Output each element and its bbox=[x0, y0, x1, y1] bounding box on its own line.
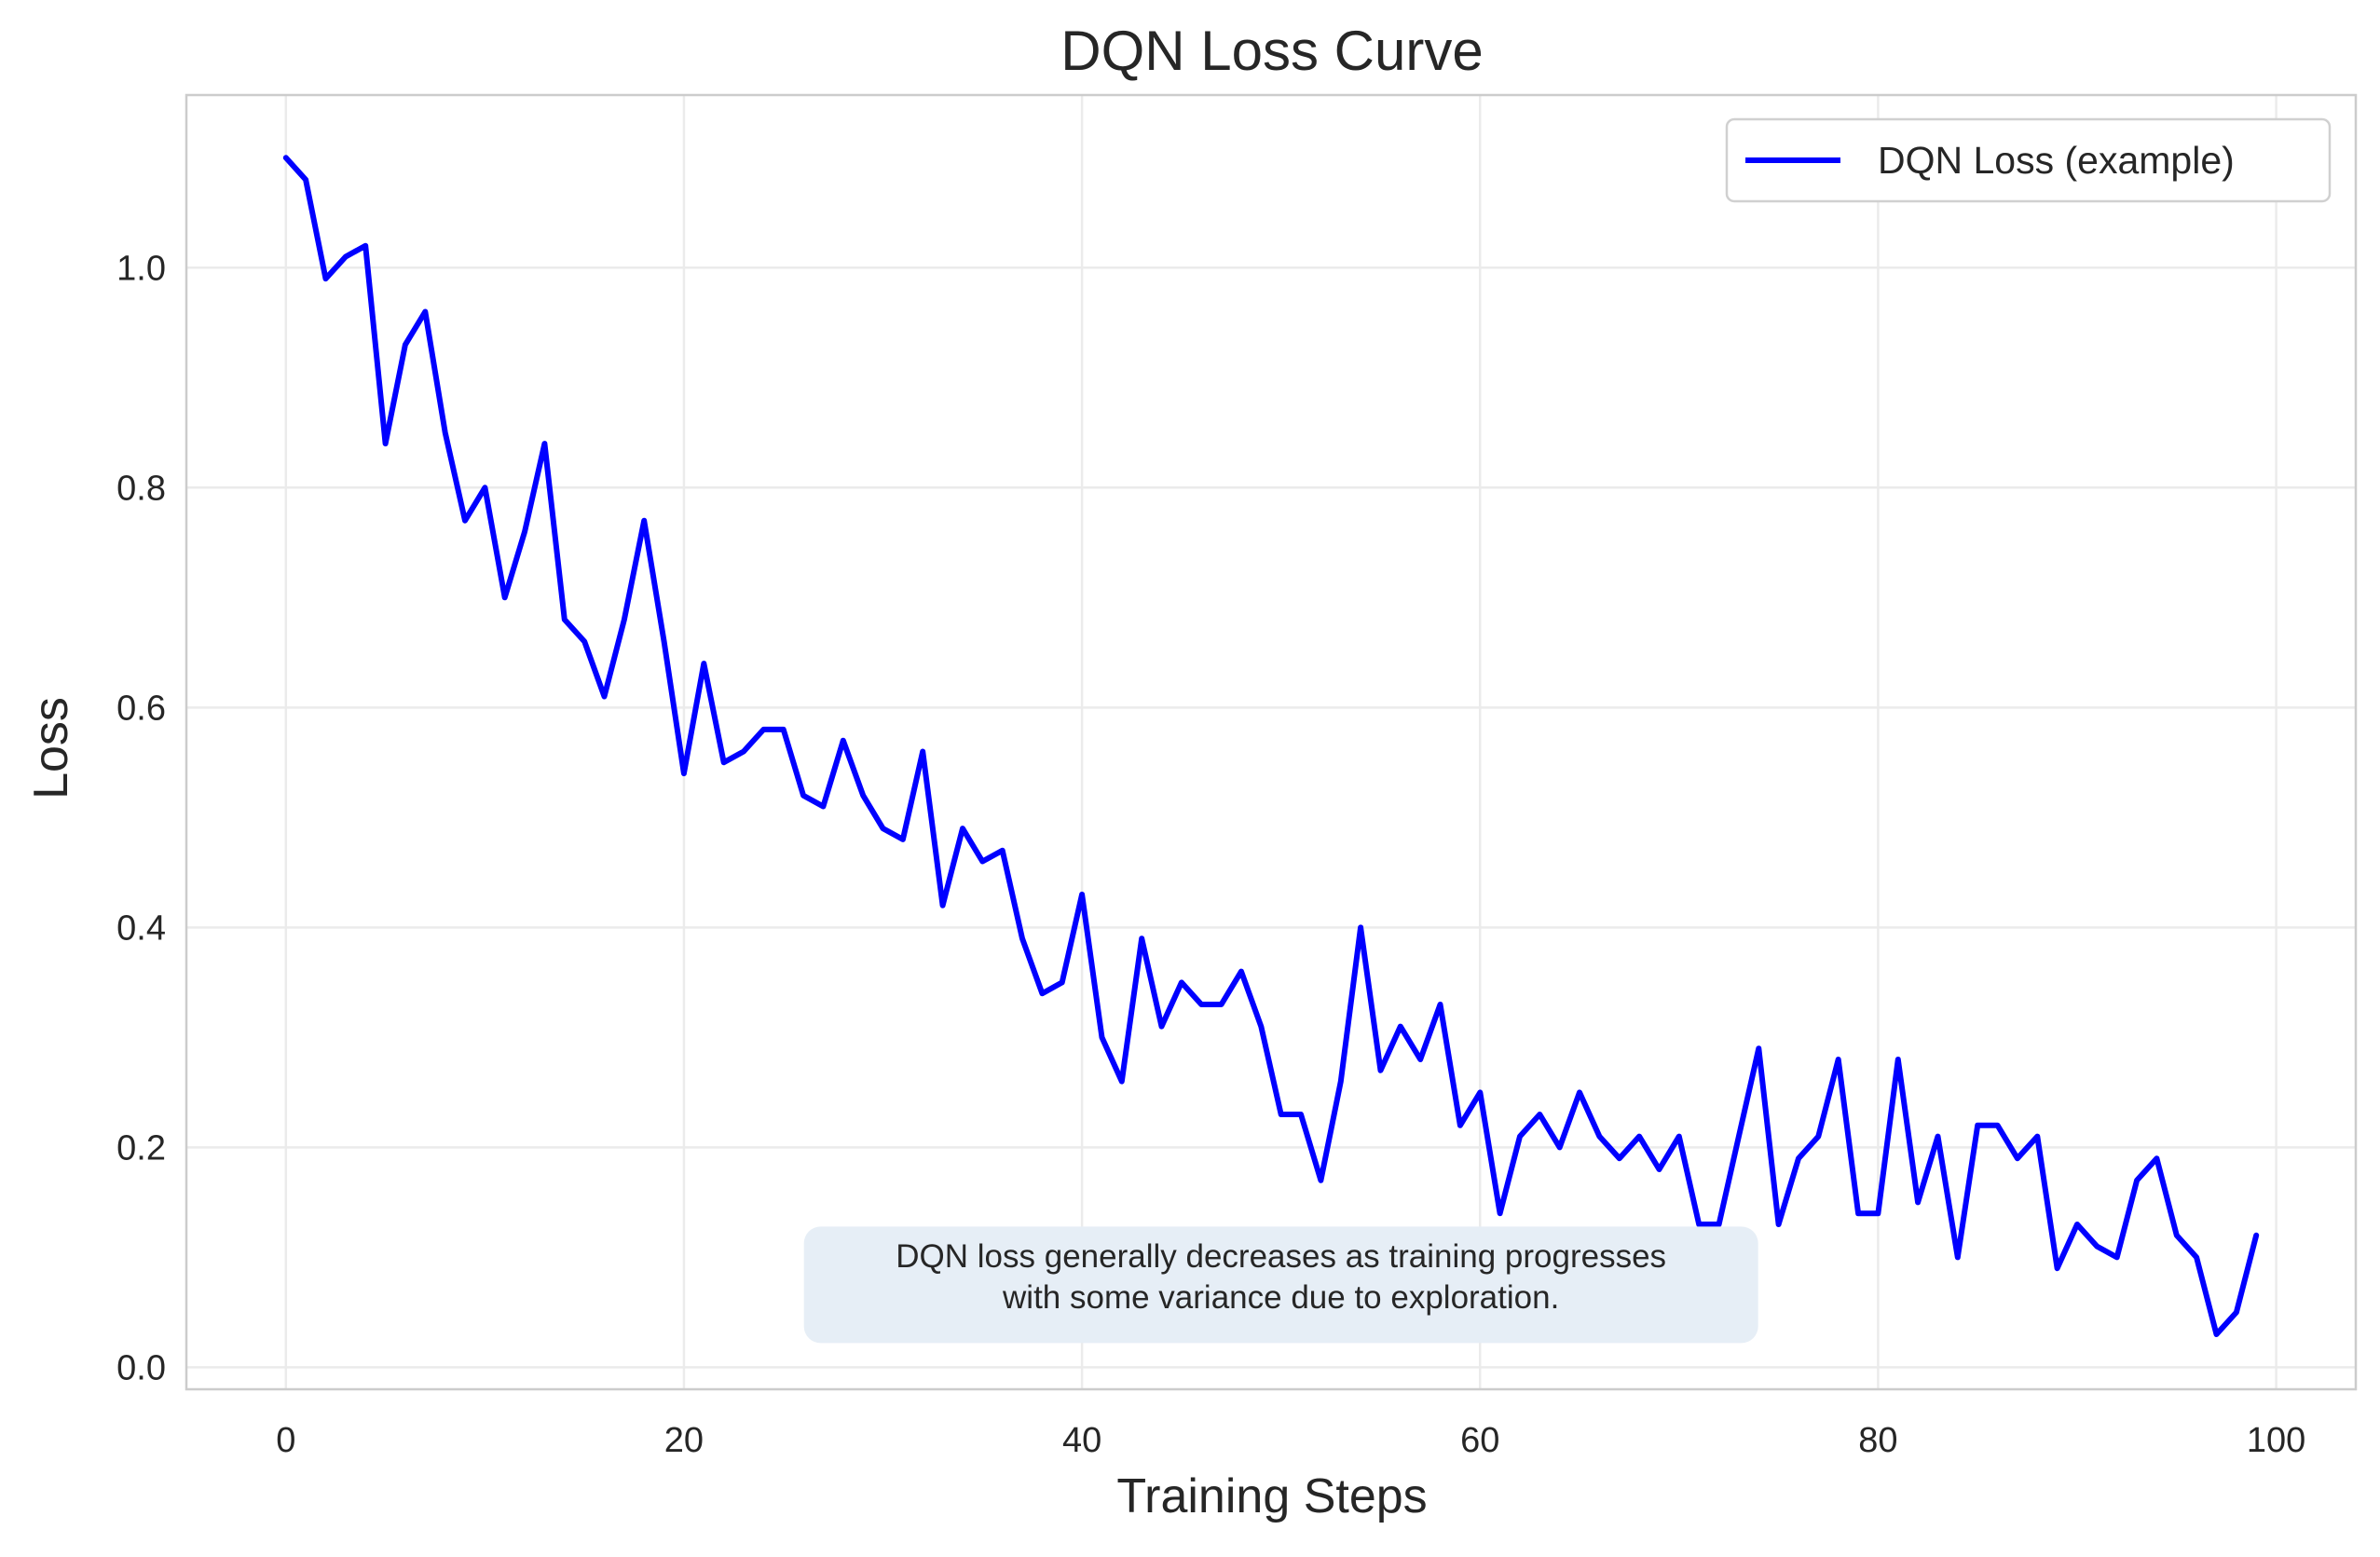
plot-area: 0 20 40 60 80 100 0.0 0.2 0.4 0.6 0.8 1.0 DQN Loss (… bbox=[116, 93, 2358, 1460]
y-tick-label: 0.0 bbox=[116, 1348, 166, 1387]
x-tick-label: 60 bbox=[1460, 1421, 1499, 1460]
y-tick-label: 1.0 bbox=[116, 249, 166, 288]
legend-label: DQN Loss (example) bbox=[1878, 139, 2235, 182]
annotation-box bbox=[803, 1226, 1758, 1344]
x-tick-label: 40 bbox=[1062, 1421, 1101, 1460]
plot-frame bbox=[185, 93, 2358, 1391]
y-tick-label: 0.8 bbox=[116, 469, 166, 508]
plot-background bbox=[186, 95, 2356, 1389]
annotation-text: DQN loss generally decreases as training… bbox=[896, 1238, 1666, 1275]
y-tick-label: 0.2 bbox=[116, 1128, 166, 1168]
annotation-text: with some variance due to exploration. bbox=[1002, 1279, 1559, 1316]
legend-box bbox=[1725, 117, 2332, 203]
y-tick-label: 0.4 bbox=[116, 908, 166, 948]
chart-title: DQN Loss Curve bbox=[1060, 20, 1483, 82]
x-tick-label: 20 bbox=[664, 1421, 704, 1460]
x-axis-label: Training Steps bbox=[1116, 1469, 1427, 1523]
series-line bbox=[282, 155, 2260, 1337]
x-tick-label: 80 bbox=[1858, 1421, 1897, 1460]
y-tick-label: 0.6 bbox=[116, 689, 166, 728]
x-tick-label: 100 bbox=[2247, 1421, 2305, 1460]
y-axis-label: Loss bbox=[24, 697, 78, 799]
x-tick-label: 0 bbox=[276, 1421, 295, 1460]
